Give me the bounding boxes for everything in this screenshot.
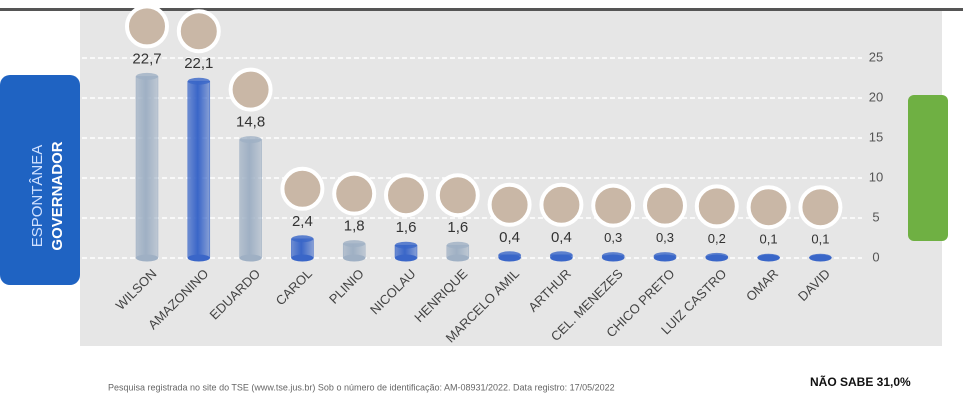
- y-tick-label: 10: [869, 169, 883, 184]
- green-tab: [908, 95, 948, 241]
- value-label: 1,6: [396, 219, 417, 236]
- side-tab: [0, 75, 80, 285]
- bar-cap: [809, 253, 832, 261]
- plot-background: [80, 8, 942, 346]
- bar-cap: [602, 252, 625, 260]
- value-label: 1,6: [447, 219, 468, 236]
- photo: [643, 183, 687, 228]
- value-label: 0,2: [708, 231, 726, 246]
- value-label: 22,1: [184, 55, 213, 72]
- bar-cap: [498, 251, 521, 259]
- photo: [798, 185, 843, 230]
- photo: [332, 171, 377, 216]
- photo: [280, 166, 325, 211]
- bar-cap: [395, 241, 417, 249]
- bar-cap: [187, 77, 210, 85]
- value-label: 22,7: [132, 50, 161, 67]
- y-tick-label: 15: [869, 129, 883, 144]
- photo: [746, 185, 791, 230]
- bar-cap: [343, 240, 366, 248]
- bar: [135, 76, 159, 259]
- value-label: 14,8: [236, 114, 265, 131]
- bar-cap: [446, 241, 469, 249]
- photo: [539, 182, 584, 227]
- bar-cap: [654, 252, 676, 260]
- top-border: [0, 8, 963, 11]
- y-tick-label: 20: [869, 89, 883, 104]
- photo: [694, 184, 739, 229]
- photo: [384, 173, 428, 218]
- bar: [187, 80, 211, 259]
- bar-cap: [757, 253, 780, 261]
- value-label: 2,4: [292, 213, 313, 230]
- bar-cap: [550, 251, 573, 259]
- bar: [239, 139, 262, 259]
- value-label: 1,8: [344, 218, 365, 235]
- value-label: 0,3: [656, 230, 674, 245]
- photo: [487, 182, 532, 227]
- photo: [125, 4, 169, 49]
- photo: [228, 67, 273, 112]
- annotation: NÃO SABE 31,0%: [810, 374, 911, 389]
- photo: [176, 9, 221, 54]
- bar-cap: [705, 252, 728, 260]
- bar-cap: [136, 72, 158, 80]
- value-label: 0,1: [760, 232, 778, 247]
- value-label: 0,4: [499, 229, 520, 246]
- y-tick-label: 25: [869, 49, 883, 64]
- source-note: Pesquisa registrada no site do TSE (www.…: [108, 382, 615, 392]
- y-tick-label: 5: [872, 209, 879, 224]
- value-label: 0,1: [811, 232, 829, 247]
- y-tick-label: 0: [872, 249, 879, 264]
- side-label: GOVERNADOR: [49, 141, 66, 250]
- photo: [591, 183, 636, 228]
- photo: [435, 173, 480, 218]
- value-label: 0,4: [551, 229, 572, 246]
- side-label: ESPONTÂNEA: [29, 145, 46, 248]
- bar-cap: [291, 235, 314, 243]
- bar-cap: [239, 136, 262, 144]
- value-label: 0,3: [604, 230, 622, 245]
